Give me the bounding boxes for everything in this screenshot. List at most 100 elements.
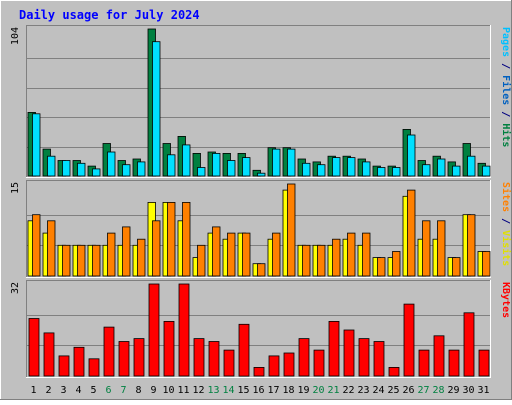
bar-files-day-25	[392, 167, 401, 177]
x-tick-label-day-24: 24	[372, 385, 384, 396]
x-tick-label-day-9: 9	[150, 385, 156, 396]
legend-entry: Sites	[500, 182, 512, 212]
panel-middle-side-legend: Sites / Visits	[500, 182, 512, 266]
bar-kbytes-day-2	[43, 332, 55, 377]
bar-kbytes-day-9	[148, 283, 160, 377]
bar-sites-day-11	[182, 201, 191, 277]
x-tick-label-day-11: 11	[177, 385, 189, 396]
bar-sites-day-17	[272, 232, 281, 277]
x-tick-label-day-4: 4	[75, 385, 81, 396]
bar-hits-day-12	[192, 152, 201, 177]
bar-sites-day-6	[107, 232, 116, 277]
bar-kbytes-day-16	[253, 366, 265, 377]
bar-files-day-9	[152, 41, 161, 177]
bar-kbytes-day-5	[88, 358, 100, 377]
bar-sites-day-14	[227, 232, 236, 277]
bar-files-day-27	[422, 164, 431, 177]
bar-sites-day-25	[392, 251, 401, 277]
bar-files-day-28	[437, 158, 446, 177]
bar-files-day-14	[227, 160, 236, 177]
bar-sites-day-18	[287, 183, 296, 277]
panel-top-side-legend: Pages / Files / Hits	[500, 27, 512, 147]
bar-sites-day-26	[407, 189, 416, 277]
bar-kbytes-day-28	[433, 335, 445, 377]
panel-top: 104 Pages / Files / Hits	[10, 25, 512, 178]
x-tick-label-day-3: 3	[60, 385, 66, 396]
bar-sites-day-3	[62, 244, 71, 277]
chart-panels: 104 Pages / Files / Hits 15 Sites / Visits 3…	[10, 25, 512, 378]
bar-files-day-13	[212, 152, 221, 177]
bar-files-day-26	[407, 134, 416, 177]
x-tick-label-day-27: 27	[417, 385, 429, 396]
bar-sites-day-27	[422, 220, 431, 277]
x-tick-label-day-26: 26	[402, 385, 414, 396]
bar-files-day-5	[92, 168, 101, 177]
bar-sites-day-9	[152, 220, 161, 277]
bar-kbytes-day-10	[163, 320, 175, 377]
bar-kbytes-day-29	[448, 349, 460, 377]
bar-kbytes-day-4	[73, 346, 85, 377]
x-tick-label-day-14: 14	[222, 385, 234, 396]
panel-bottom-side-legend: KBytes	[500, 282, 511, 318]
bar-kbytes-day-3	[58, 355, 70, 377]
x-tick-label-day-7: 7	[120, 385, 126, 396]
bar-files-day-24	[377, 167, 386, 177]
bar-kbytes-day-19	[298, 338, 310, 377]
bar-kbytes-day-13	[208, 341, 220, 377]
legend-entry: /	[500, 212, 511, 230]
bar-files-day-11	[182, 144, 191, 177]
legend-entry: KBytes	[500, 282, 511, 318]
legend-entry: Hits	[500, 123, 512, 147]
bar-files-day-21	[332, 157, 341, 177]
x-tick-label-day-25: 25	[387, 385, 399, 396]
x-tick-label-day-10: 10	[162, 385, 174, 396]
x-tick-label-day-20: 20	[312, 385, 324, 396]
bar-kbytes-day-6	[103, 326, 115, 377]
x-tick-label-day-28: 28	[432, 385, 444, 396]
bar-kbytes-day-17	[268, 355, 280, 377]
legend-entry: /	[500, 57, 511, 75]
bar-files-day-23	[362, 161, 371, 177]
legend-entry: /	[500, 105, 511, 123]
panel-top-y-max-label: 104	[10, 27, 21, 45]
bar-sites-day-21	[332, 238, 341, 277]
x-tick-label-day-5: 5	[90, 385, 96, 396]
bar-kbytes-day-22	[343, 329, 355, 377]
bar-files-day-2	[47, 155, 56, 177]
x-tick-label-day-12: 12	[192, 385, 204, 396]
legend-entry: Visits	[500, 230, 512, 266]
bar-kbytes-day-23	[358, 338, 370, 377]
bar-files-day-12	[197, 167, 206, 177]
x-tick-label-day-16: 16	[252, 385, 264, 396]
bar-sites-day-15	[242, 232, 251, 277]
bar-files-day-18	[287, 148, 296, 177]
panel-top-plot-area	[26, 25, 491, 178]
bar-sites-day-30	[467, 214, 476, 277]
bar-sites-day-5	[92, 244, 101, 277]
bar-files-day-22	[347, 157, 356, 177]
panel-middle: 15 Sites / Visits	[10, 180, 512, 278]
bar-kbytes-day-26	[403, 303, 415, 377]
bar-kbytes-day-21	[328, 320, 340, 377]
bar-sites-day-23	[362, 232, 371, 277]
bar-kbytes-day-7	[118, 341, 130, 377]
bar-files-day-15	[242, 157, 251, 177]
bar-sites-day-12	[197, 244, 206, 277]
bar-files-day-1	[32, 113, 41, 177]
bar-kbytes-day-12	[193, 338, 205, 377]
x-tick-label-day-29: 29	[447, 385, 459, 396]
x-tick-label-day-8: 8	[135, 385, 141, 396]
bar-files-day-19	[302, 162, 311, 177]
x-tick-label-day-2: 2	[45, 385, 51, 396]
bar-sites-day-7	[122, 226, 131, 277]
x-tick-label-day-31: 31	[477, 385, 489, 396]
bar-files-day-10	[167, 154, 176, 177]
bar-kbytes-day-15	[238, 323, 250, 377]
bar-files-day-16	[257, 172, 266, 177]
x-tick-label-day-15: 15	[237, 385, 249, 396]
bar-sites-day-22	[347, 232, 356, 277]
bar-files-day-30	[467, 155, 476, 177]
panel-bottom: 32 KBytes	[10, 280, 511, 378]
bar-files-day-29	[452, 165, 461, 177]
